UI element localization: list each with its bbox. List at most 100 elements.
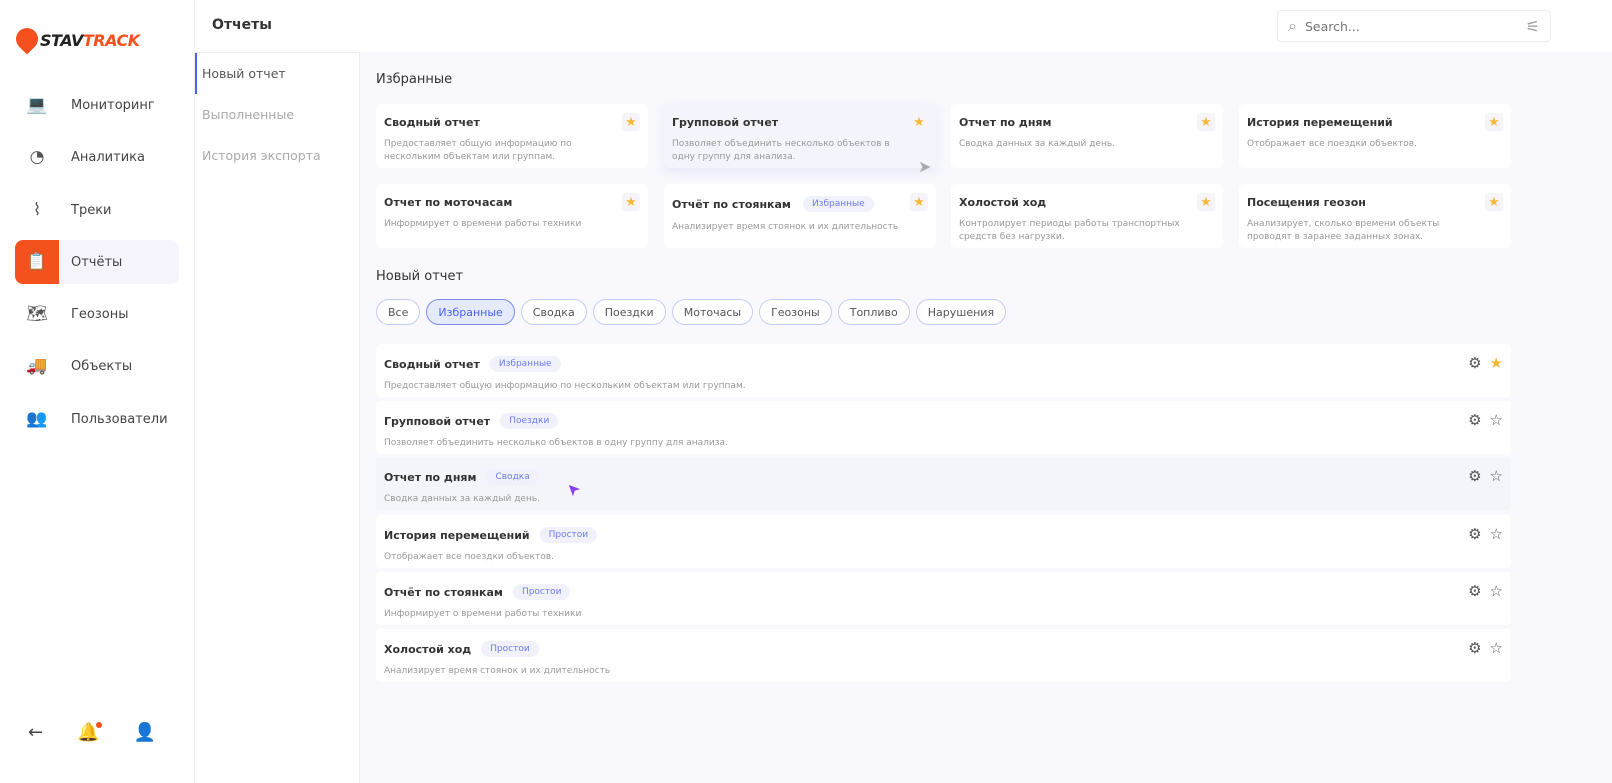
star-icon[interactable]: ☆ [1489,582,1503,600]
report-row[interactable]: Групповой отчет Поездки Позволяет объедини… [376,401,1511,454]
stavtrack-logo[interactable]: STAV TRACK [11,23,140,55]
star-icon[interactable]: ★ [1485,113,1503,131]
report-row[interactable]: Отчёт по стоянкам Простои Информирует о вр… [376,572,1511,625]
row-title-line: Групповой отчет Поездки [384,413,1503,429]
settings-gear-icon[interactable]: ⚙ [1468,639,1482,657]
star-icon[interactable]: ★ [1489,354,1503,372]
category-badge: Избранные [802,196,874,212]
page-title: Отчеты [212,17,272,33]
star-icon[interactable]: ☆ [1489,467,1503,485]
favorite-card[interactable]: Отчёт по стоянкам Избранные Анализирует вр… [664,184,936,248]
star-icon[interactable]: ★ [910,113,928,131]
report-row[interactable]: Отчет по дням Сводка Сводка данных за кажд… [376,457,1511,510]
category-badge: Простои [481,641,539,657]
sidebar-item-analytics[interactable]: ◔ Аналитика [15,135,179,179]
star-icon[interactable]: ★ [1485,193,1503,211]
sidebar-item-label: Треки [71,202,112,218]
search-box[interactable]: ⌕ ⚟ [1277,10,1551,42]
card-title: Отчет по моточасам [384,196,513,209]
star-icon[interactable]: ★ [1197,193,1215,211]
star-icon[interactable]: ★ [910,193,928,211]
favorite-card[interactable]: Отчет по моточасам Информирует о времени … [376,184,648,248]
report-description: Сводка данных за каждый день. [384,494,540,504]
card-title: Посещения геозон [1247,196,1366,209]
logo-text-stav: STAV [40,31,83,50]
report-title: История перемещений [384,528,530,542]
notification-dot [95,722,102,728]
favorite-card[interactable]: Посещения геозон Анализирует, сколько вре… [1239,184,1511,248]
star-icon[interactable]: ☆ [1489,525,1503,543]
filter-chip[interactable]: Топливо [837,299,910,325]
card-title: Сводный отчет [384,116,480,129]
star-icon[interactable]: ★ [1197,113,1215,131]
logo-pin-icon [11,23,43,55]
report-title: Холостой ход [384,642,472,656]
settings-gear-icon[interactable]: ⚙ [1468,467,1482,485]
sidebar-item-objects[interactable]: 🚚 Объекты [15,344,179,388]
report-description: Предоставляет общую информацию по нескол… [384,381,746,391]
report-row[interactable]: Сводный отчет Избранные Предоставляет общу… [376,344,1511,397]
filter-sliders-icon[interactable]: ⚟ [1525,16,1540,36]
star-icon[interactable]: ☆ [1489,411,1503,429]
category-badge: Избранные [489,356,561,372]
category-badge: Простои [512,584,571,600]
report-description: Информирует о времени работы техники [384,609,582,619]
subnav-new-report[interactable]: Новый отчет [195,53,359,94]
subnav-export-history[interactable]: История экспорта [202,148,321,163]
settings-gear-icon[interactable]: ⚙ [1468,411,1482,429]
report-row[interactable]: Холостой ход Простои Анализирует время сто… [376,629,1511,682]
filter-chips: Все Избранные Сводка Поездки Моточасы Геозоны… [376,299,1007,325]
card-title-row: Отчёт по стоянкам Избранные [672,196,928,212]
bell-icon[interactable]: 🔔 [77,722,102,743]
sidebar-item-label: Отчёты [71,254,123,270]
search-input[interactable] [1304,18,1518,34]
report-title: Отчёт по стоянкам [384,585,503,599]
filter-chip[interactable]: Все [376,299,421,325]
favorite-card[interactable]: Сводный отчет Предоставляет общую информа… [376,104,648,168]
settings-gear-icon[interactable]: ⚙ [1468,582,1482,600]
row-title-line: История перемещений Простои [384,527,1503,543]
favorite-card[interactable]: Холостой ход Контролирует периоды работы … [951,184,1223,248]
sidebar-item-geozones[interactable]: 🗺 Геозоны [15,292,179,336]
favorite-card[interactable]: Отчет по дням Сводка данных за каждый ден… [951,104,1223,168]
star-icon[interactable]: ★ [622,113,640,131]
report-row[interactable]: История перемещений Простои Отображает все… [376,515,1511,568]
filter-chip[interactable]: Моточасы [671,299,754,325]
card-title-row: Посещения геозон [1247,196,1503,209]
sidebar-item-label: Объекты [71,358,133,374]
back-arrow-icon[interactable]: ← [28,722,44,743]
settings-gear-icon[interactable]: ⚙ [1468,354,1482,372]
sidebar-item-monitoring[interactable]: 💻 Мониторинг [15,83,179,127]
sidebar-item-users[interactable]: 👥 Пользователи [15,397,179,441]
card-description: Информирует о времени работы техники [384,219,582,229]
sidebar: STAV TRACK 💻 Мониторинг ◔ Аналитика ⌇ Треки … [0,0,195,783]
category-badge: Простои [539,527,598,543]
filter-chip[interactable]: Избранные [426,299,515,325]
report-title: Групповой отчет [384,414,491,428]
sidebar-item-tracks[interactable]: ⌇ Треки [15,188,179,232]
profile-icon[interactable]: 👤 [133,722,156,743]
map-icon: 🗺 [26,304,48,324]
subnav-completed[interactable]: Выполненные [202,107,295,122]
favorite-card[interactable]: Групповой отчет Позволяет объединить неск… [664,104,936,168]
users-icon: 👥 [26,409,48,429]
settings-gear-icon[interactable]: ⚙ [1468,525,1482,543]
report-title: Отчет по дням [384,470,477,484]
filter-chip[interactable]: Геозоны [759,299,832,325]
star-icon[interactable]: ☆ [1489,639,1503,657]
favorite-card[interactable]: История перемещений Отображает все поездк… [1239,104,1511,168]
star-icon[interactable]: ★ [622,193,640,211]
card-title-row: История перемещений [1247,116,1503,129]
filter-chip[interactable]: Нарушения [915,299,1007,325]
card-description: Контролирует периоды работы транспортных… [959,219,1180,242]
card-description: Анализирует, сколько времени объекты про… [1247,219,1440,242]
card-title-row: Сводный отчет [384,116,640,129]
filter-chip[interactable]: Сводка [520,299,587,325]
card-title: История перемещений [1247,116,1393,129]
filter-chip[interactable]: Поездки [592,299,666,325]
new-report-title: Новый отчет [376,269,464,284]
card-description: Сводка данных за каждый день. [959,139,1115,149]
sidebar-item-reports[interactable]: 📋 Отчёты [15,240,179,284]
sidebar-item-label: Пользователи [71,411,168,427]
clipboard-report-icon: 📋 [15,240,59,284]
